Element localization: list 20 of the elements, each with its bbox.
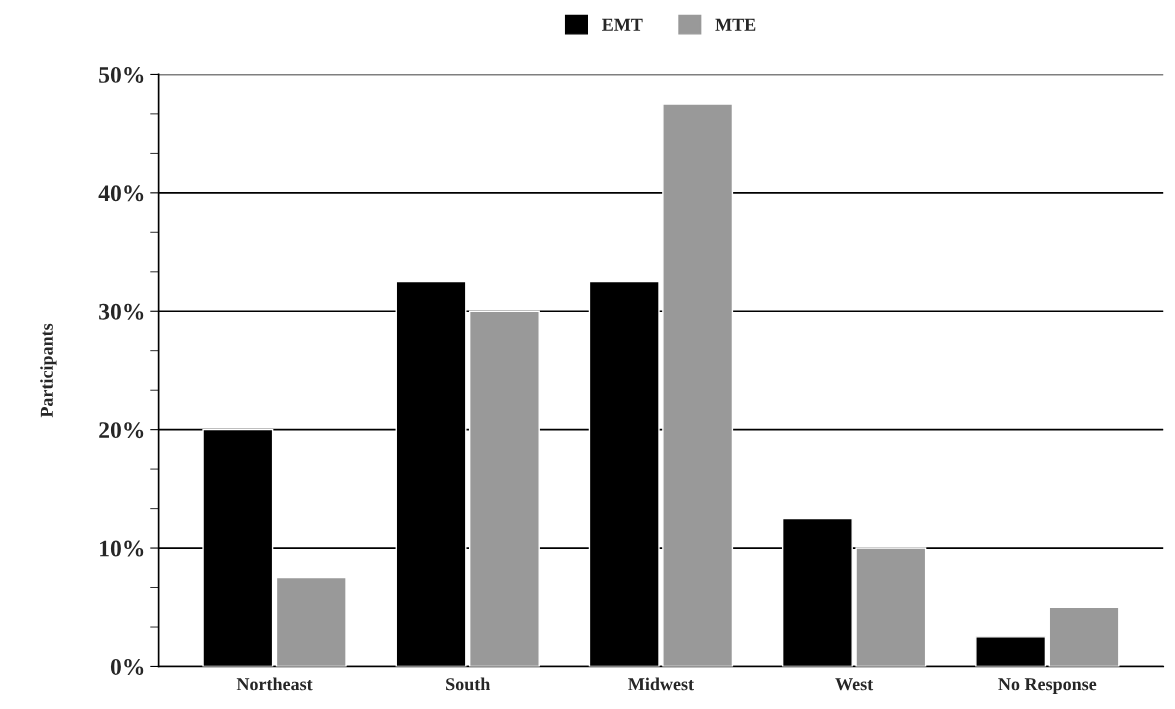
y-tick-label: 50% (99, 66, 144, 83)
y-tick-label: 0% (110, 658, 144, 675)
x-tick-label: South (446, 677, 491, 691)
y-tick-label: 10% (100, 540, 144, 557)
bar (975, 636, 1047, 667)
y-tick-label: 20% (99, 422, 144, 439)
x-tick-label: West (835, 678, 874, 691)
x-tick-label: No Response (998, 678, 1097, 694)
bar (468, 310, 540, 667)
bar (662, 103, 734, 667)
bar (1048, 606, 1120, 667)
y-axis-title: Participants (40, 323, 57, 418)
x-tick-label: Midwest (628, 677, 694, 691)
y-tick-label: 30% (99, 303, 144, 320)
bar (855, 547, 927, 667)
y-tick-label: 40% (98, 185, 144, 202)
legend-label: MTE (715, 18, 756, 31)
bar (275, 576, 347, 667)
legend-label: EMT (602, 18, 643, 31)
x-tick-label: Northeast (236, 677, 313, 691)
